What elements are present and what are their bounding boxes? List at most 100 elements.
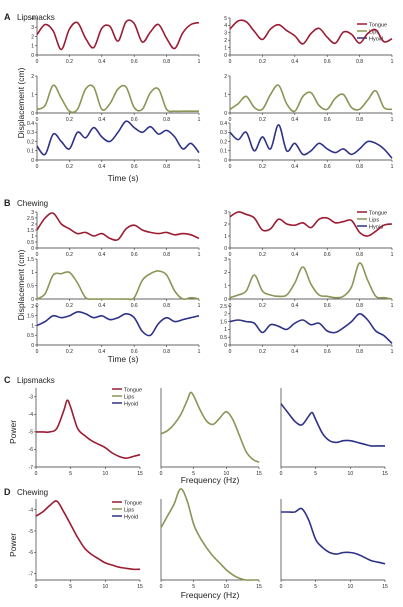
panel-a-left-tongue-x-tick-label: 0.2: [66, 59, 73, 65]
panel-a-right-hyoid-x-tick-label: 0.2: [259, 164, 266, 170]
panel-b-left-lips-y-tick-label: 0.5: [27, 283, 34, 289]
panel-c-lips-x-tick-label: 10: [224, 471, 230, 477]
panel-b-left-tongue-x-tick-label: 0.6: [131, 252, 138, 258]
panel-a-right-hyoid-y-tick-label: 0.2: [220, 139, 227, 145]
panel-b-left-lips-y-tick-label: 1.5: [27, 257, 34, 263]
panel-c-tongue-y-tick-label: -6: [29, 447, 34, 453]
panel-a-left-tongue-x-tick-label: 0.4: [98, 59, 105, 65]
panel-a-right-hyoid-y-tick-label: 0.4: [220, 121, 227, 127]
panel-a-left-lips-y-tick-label: 0: [31, 111, 34, 117]
panel-a-right-hyoid-y-tick-label: 0.3: [220, 130, 227, 136]
panel-b-right-hyoid-y-tick-label: 1.5: [220, 319, 227, 325]
panel-b-right-hyoid-x-tick-label: 0: [229, 349, 232, 355]
panel-a-left-hyoid-y-tick-label: 0.2: [27, 139, 34, 145]
panel-b-left-hyoid-x-tick-label: 0.4: [98, 349, 105, 355]
panel-b-right-lips-x-tick-label: 0.2: [259, 303, 266, 309]
panel-a-right-tongue-x-tick-label: 0: [229, 59, 232, 65]
panel-b-right-hyoid-x-tick-label: 0.2: [259, 349, 266, 355]
panel-b-right-lips-y-tick-label: 3: [224, 257, 227, 263]
panel-c-lips-x-tick-label: 5: [192, 471, 195, 477]
panel-a-right-lips-y-tick-label: 0: [224, 111, 227, 117]
panel-a-left-lips-x-tick-label: 0.6: [131, 117, 138, 123]
panel-d-lips-x-tick-label: 5: [192, 584, 195, 590]
panel-b-right-tongue-y-tick-label: 0: [224, 246, 227, 252]
panel-a-right-tongue-y-tick-label: 5: [224, 16, 227, 22]
panel-letter-c: C: [4, 375, 11, 385]
panel-b-left-hyoid-x-tick-label: 1: [198, 349, 201, 355]
legend-b: Tongue Lips Hyoid: [357, 211, 387, 231]
panel-a-right-hyoid-x-tick-label: 0.8: [356, 164, 363, 170]
legend-d: Tongue Lips Hyoid: [112, 501, 142, 521]
legend-label-hyoid: Hyoid: [369, 37, 383, 43]
panel-a-right-lips-y-tick-label: 1: [224, 92, 227, 98]
panel-c-tongue-y-tick-label: -3: [29, 395, 34, 401]
panel-b-left-tongue-x-tick-label: 0: [36, 252, 39, 258]
displacement-axis-label-a: Displacement (cm): [16, 67, 26, 138]
panel-a-right-tongue-y-tick-label: 3: [224, 31, 227, 37]
panel-label-c: Lipsmacks: [17, 376, 55, 385]
panel-b-left-lips-x-tick-label: 1: [198, 303, 201, 309]
panel-d-tongue-y-tick-label: -5: [29, 529, 34, 535]
panel-d-tongue-y-tick-label: -4: [29, 507, 34, 513]
panel-d-tongue-x-tick-label: 5: [69, 584, 72, 590]
panel-b-right-hyoid-x-tick-label: 1: [391, 349, 394, 355]
panel-c-tongue-x-tick-label: 15: [137, 471, 143, 477]
panel-b-right-hyoid-y-tick-label: 0.5: [220, 335, 227, 341]
panel-a-right-lips-x-tick-label: 0.4: [291, 117, 298, 123]
panel-a-left-tongue-x-tick-label: 0.8: [163, 59, 170, 65]
panel-b-right-tongue-line: [229, 211, 393, 237]
panel-letter-d: D: [4, 487, 11, 497]
panel-a-right-tongue-y-tick-label: 2: [224, 38, 227, 44]
panel-a-right-tongue-x-tick-label: 1: [391, 59, 394, 65]
legend-label-lips: Lips: [369, 218, 379, 224]
panel-b-right-lips-x-tick-label: 0.8: [356, 303, 363, 309]
panel-b-left-hyoid-x-tick-label: 0.2: [66, 349, 73, 355]
panel-a-right-tongue-x-tick-label: 0.2: [259, 59, 266, 65]
panel-b-right-tongue-x-tick-label: 1: [391, 252, 394, 258]
panel-a-right-lips-x-tick-label: 0: [229, 117, 232, 123]
panel-d-tongue-line: [35, 500, 141, 571]
displacement-axis-label-b: Displacement (cm): [16, 249, 26, 320]
panel-d-lips-x-tick-label: 10: [224, 584, 230, 590]
panel-b-left-tongue-x-tick-label: 0.2: [66, 252, 73, 258]
panel-b-left-tongue-line: [36, 212, 200, 242]
panel-c-tongue-x-tick-label: 0: [35, 471, 38, 477]
panel-d-lips-x-tick-label: 0: [160, 584, 163, 590]
panel-b-left-tongue-y-tick-label: 0.5: [27, 240, 34, 246]
panel-b-left-lips-x-tick-label: 0.6: [131, 303, 138, 309]
panel-c-lips-line: [160, 391, 260, 464]
panel-b-left-tongue-y-tick-label: 1.5: [27, 228, 34, 234]
panel-d-hyoid-x-tick-label: 5: [314, 584, 317, 590]
panel-d-lips-x-tick-label: 15: [256, 584, 262, 590]
panel-b-right-hyoid-x-tick-label: 0.8: [356, 349, 363, 355]
panel-a-right-hyoid-y-tick-label: 0.1: [220, 149, 227, 155]
panel-b-right-lips-x-tick-label: 0.6: [324, 303, 331, 309]
panel-a-right-hyoid-line: [229, 123, 393, 159]
panel-b-left-hyoid-x-tick-label: 0: [36, 349, 39, 355]
legend-label-lips: Lips: [369, 30, 379, 36]
panel-b-left-lips-y-tick-label: 0: [31, 297, 34, 303]
time-axis-label-a: Time (s): [108, 173, 139, 183]
panel-d-tongue-x-tick-label: 10: [103, 584, 109, 590]
panel-b-right-hyoid-x-tick-label: 0.6: [324, 349, 331, 355]
panel-a-left-tongue-x-tick-label: 0: [36, 59, 39, 65]
panel-a-left-hyoid-y-tick-label: 0: [31, 158, 34, 164]
panel-a-left-hyoid-x-tick-label: 0.6: [131, 164, 138, 170]
panel-a-left-lips-x-tick-label: 1: [198, 117, 201, 123]
panel-a-left-lips-x-tick-label: 0.4: [98, 117, 105, 123]
panel-a-right-lips-x-tick-label: 0.8: [356, 117, 363, 123]
panel-b-right-lips-line: [229, 262, 393, 300]
frequency-axis-label-d: Frequency (Hz): [181, 590, 240, 600]
panel-a-left-hyoid-y-tick-label: 0.4: [27, 121, 34, 127]
panel-c-hyoid-x-tick-label: 5: [314, 471, 317, 477]
panel-b-right-lips-y-tick-label: 2: [224, 270, 227, 276]
panel-d-tongue-y-tick-label: -7: [29, 571, 34, 577]
panel-a-left-tongue-x-tick-label: 0.6: [131, 59, 138, 65]
panel-c-hyoid-x-tick-label: 15: [382, 471, 388, 477]
panel-b-right-hyoid-y-tick-label: 2.5: [220, 304, 227, 310]
panel-b-left-hyoid-y-tick-label: 2: [31, 304, 34, 310]
panel-a-right-lips-y-tick-label: 2: [224, 74, 227, 80]
panel-d-tongue-x-tick-label: 15: [137, 584, 143, 590]
legend-label-tongue: Tongue: [124, 388, 142, 394]
panel-b-right-hyoid-line: [229, 313, 393, 344]
